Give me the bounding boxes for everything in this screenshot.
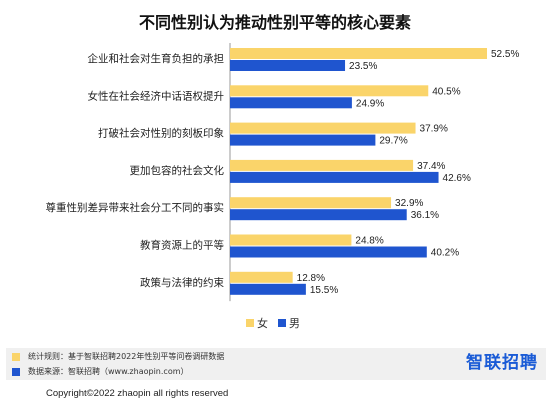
bar-male — [230, 209, 407, 221]
category-label: 女性在社会经济中话语权提升 — [88, 89, 225, 102]
data-label: 23.5% — [349, 61, 377, 72]
note-source-text: 数据来源：智联招聘（www.zhaopin.com） — [28, 367, 189, 376]
note-swatch-yellow — [12, 352, 20, 361]
bar-female — [230, 85, 429, 97]
data-label: 52.5% — [491, 49, 519, 60]
bar-male — [230, 60, 346, 71]
bar-chart: 企业和社会对生育负担的承担 52.5% 23.5% 女性在社会经济中话语权提升 40.5… — [46, 43, 519, 302]
bar-female — [230, 197, 392, 209]
legend-swatch-female — [246, 319, 254, 327]
data-label: 40.2% — [431, 248, 459, 259]
category-label: 教育资源上的平等 — [140, 239, 224, 252]
bar-male — [230, 97, 352, 109]
data-label: 36.1% — [411, 210, 439, 221]
category-label: 更加包容的社会文化 — [130, 164, 225, 177]
bar-female — [230, 159, 414, 171]
legend-label-female: 女 — [257, 317, 268, 330]
data-label: 40.5% — [432, 86, 460, 97]
data-label: 32.9% — [395, 198, 423, 209]
legend: 女 男 — [246, 315, 300, 331]
chart-title: 不同性别认为推动性别平等的核心要素 — [138, 13, 411, 32]
data-label: 29.7% — [379, 136, 407, 147]
copyright-text: Copyright©2022 zhaopin all rights reserv… — [46, 388, 229, 399]
category-label: 政策与法律的约束 — [140, 276, 224, 289]
data-label: 37.4% — [417, 161, 445, 172]
bar-male — [230, 134, 376, 146]
bar-female — [230, 234, 352, 246]
data-label: 24.8% — [355, 236, 383, 247]
category-label: 打破社会对性别的刻板印象 — [98, 127, 224, 140]
legend-item-female: 女 — [246, 315, 268, 331]
note-rule-text: 统计规则：基于智联招聘2022年性别平等问卷调研数据 — [28, 352, 225, 361]
bar-female — [230, 271, 293, 283]
category-label: 尊重性别差异带来社会分工不同的事实 — [46, 201, 225, 214]
legend-label-male: 男 — [289, 317, 300, 330]
data-label: 24.9% — [356, 98, 384, 109]
legend-item-male: 男 — [278, 315, 300, 331]
legend-swatch-male — [278, 319, 286, 327]
bar-male — [230, 283, 306, 295]
zhaopin-logo: 智联招聘 — [466, 353, 538, 373]
note-row-source: 数据来源：智联招聘（www.zhaopin.com） — [12, 366, 189, 377]
data-label: 15.5% — [310, 285, 338, 296]
category-label: 企业和社会对生育负担的承担 — [88, 52, 225, 65]
note-row-rule: 统计规则：基于智联招聘2022年性别平等问卷调研数据 — [12, 351, 224, 362]
notes-panel: 统计规则：基于智联招聘2022年性别平等问卷调研数据 数据来源：智联招聘（www… — [6, 348, 546, 380]
data-label: 12.8% — [297, 273, 325, 284]
bar-female — [230, 48, 487, 59]
bar-male — [230, 171, 439, 183]
data-label: 37.9% — [420, 124, 448, 135]
note-swatch-blue — [12, 367, 20, 376]
bar-female — [230, 122, 416, 134]
data-label: 42.6% — [443, 173, 471, 184]
bar-male — [230, 246, 427, 258]
